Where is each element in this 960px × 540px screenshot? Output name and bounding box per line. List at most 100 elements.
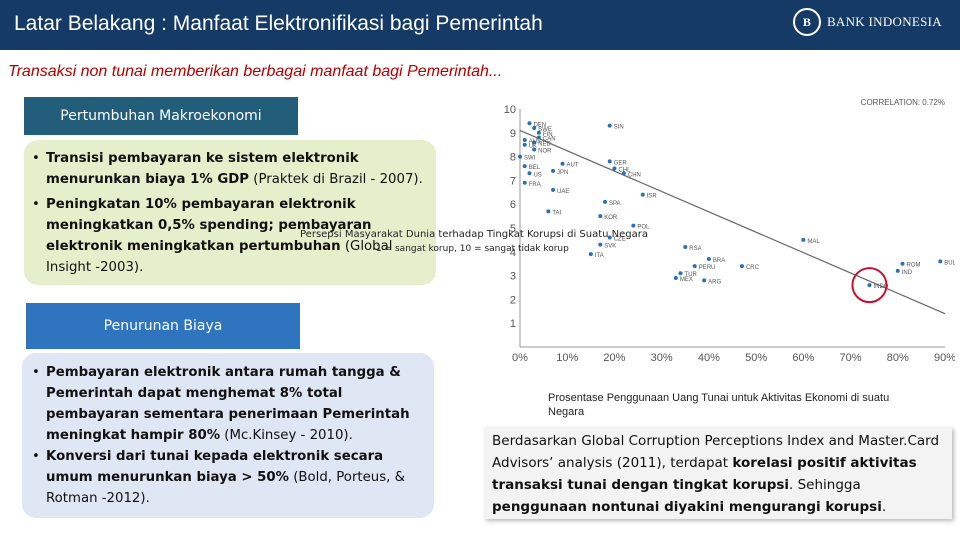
chart-point-label-svk: SVK bbox=[604, 244, 616, 250]
section-header-macro: Pertumbuhan Makroekonomi bbox=[24, 97, 298, 135]
conclusion-box: Berdasarkan Global Corruption Perception… bbox=[484, 427, 952, 519]
page-title: Latar Belakang : Manfaat Elektronifikasi… bbox=[14, 12, 543, 35]
chart-point-label-aus: AUS bbox=[529, 139, 541, 145]
chart-point-pol bbox=[631, 223, 636, 228]
chart-point-label-uae: UAE bbox=[557, 189, 569, 195]
chart-point-rom bbox=[900, 261, 905, 266]
chart-x-tick-1: 10% bbox=[556, 352, 578, 364]
chart-point-tai bbox=[546, 209, 551, 214]
chart-point-kor bbox=[598, 214, 603, 219]
chart-point-label-spa: SPA bbox=[609, 201, 621, 207]
chart-point-bel bbox=[522, 164, 527, 169]
chart-point-label-aut: AUT bbox=[567, 163, 579, 169]
chart-highlight-circle bbox=[851, 267, 888, 304]
chart-x-axis-caption: Prosentase Penggunaan Uang Tunai untuk A… bbox=[548, 392, 890, 418]
chart-point-bul bbox=[938, 259, 943, 264]
chart-point-chn bbox=[621, 171, 626, 176]
chart-point-nor bbox=[532, 147, 537, 152]
chart-point-label-bul: BUL bbox=[944, 260, 955, 266]
chart-x-tick-6: 60% bbox=[792, 352, 814, 364]
chart-x-tick-2: 20% bbox=[603, 352, 625, 364]
chart-y-tick-7: 7 bbox=[510, 175, 516, 187]
chart-point-aus bbox=[522, 137, 527, 142]
chart-point-ind bbox=[895, 268, 900, 273]
chart-point-mal bbox=[801, 237, 806, 242]
macro-bullet-2: Peningkatan 10% pembayaran elektronik me… bbox=[28, 194, 426, 278]
chart-point-svk bbox=[598, 242, 603, 247]
chart-point-label-us: US bbox=[533, 172, 541, 178]
chart-point-indo bbox=[867, 283, 872, 288]
macro-panel: Transisi pembayaran ke sistem elektronik… bbox=[24, 140, 436, 285]
chart-point-rsa bbox=[683, 245, 688, 250]
chart-point-uk bbox=[522, 142, 527, 147]
chart-x-tick-4: 40% bbox=[698, 352, 720, 364]
cost-panel: Pembayaran elektronik antara rumah tangg… bbox=[22, 353, 434, 518]
chart-point-label-fra: FRA bbox=[529, 182, 541, 188]
chart-point-label-jpn: JPN bbox=[557, 170, 568, 176]
chart-y-tick-4: 4 bbox=[510, 247, 516, 259]
chart-point-sin bbox=[607, 123, 612, 128]
chart-point-label-ind: IND bbox=[902, 270, 913, 276]
chart-point-label-chl: CHL bbox=[618, 168, 631, 174]
chart-point-cze bbox=[607, 235, 612, 240]
chart-point-fin bbox=[536, 130, 541, 135]
chart-y-tick-10: 10 bbox=[504, 104, 516, 116]
cost-bullet-1: Pembayaran elektronik antara rumah tangg… bbox=[28, 362, 424, 446]
chart-y-tick-1: 1 bbox=[510, 318, 516, 330]
chart-point-swe bbox=[532, 126, 537, 131]
chart-point-label-tai: TAI bbox=[552, 210, 561, 216]
chart-point-label-isr: ISR bbox=[647, 194, 658, 200]
chart-point-peru bbox=[692, 264, 697, 269]
macro-bullet-1: Transisi pembayaran ke sistem elektronik… bbox=[28, 148, 426, 190]
section-header-cost: Penurunan Biaya bbox=[26, 303, 300, 349]
chart-point-crc bbox=[739, 264, 744, 269]
header-bar: Latar Belakang : Manfaat Elektronifikasi… bbox=[0, 0, 960, 50]
chart-point-chl bbox=[612, 166, 617, 171]
chart-point-aut bbox=[560, 161, 565, 166]
chart-x-tick-0: 0% bbox=[512, 352, 528, 364]
chart-point-uae bbox=[551, 187, 556, 192]
bank-logo-icon: B bbox=[792, 8, 821, 36]
chart-point-label-nor: NOR bbox=[538, 148, 552, 154]
chart-point-isr bbox=[640, 192, 645, 197]
chart-point-label-rom: ROM bbox=[907, 263, 921, 269]
chart-x-tick-7: 70% bbox=[840, 352, 862, 364]
chart-point-label-can: CAN bbox=[543, 137, 556, 143]
chart-point-label-pol: POL bbox=[637, 225, 650, 231]
chart-correlation-label: CORRELATION: 0.72% bbox=[861, 98, 945, 107]
chart-x-tick-5: 50% bbox=[745, 352, 767, 364]
chart-x-tick-8: 80% bbox=[887, 352, 909, 364]
chart-point-can bbox=[536, 135, 541, 140]
chart-point-label-ger: GER bbox=[614, 160, 628, 166]
chart-point-label-sin: SIN bbox=[614, 125, 624, 131]
chart-y-tick-9: 9 bbox=[510, 128, 516, 140]
chart-point-label-peru: PERU bbox=[699, 265, 716, 271]
chart-point-label-kor: KOR bbox=[604, 215, 618, 221]
chart-point-label-rsa: RSA bbox=[689, 246, 701, 252]
cost-bullet-2: Konversi dari tunai kepada elektronik se… bbox=[28, 446, 424, 509]
chart-point-label-bel: BEL bbox=[529, 165, 541, 171]
chart-point-label-chn: CHN bbox=[628, 172, 641, 178]
chart-point-ned bbox=[532, 140, 537, 145]
chart-point-label-swi: SWI bbox=[524, 156, 536, 162]
chart-point-label-tur: TUR bbox=[685, 272, 698, 278]
bank-indonesia-logo: B BANK INDONESIA bbox=[792, 8, 942, 36]
bank-logo-text: BANK INDONESIA bbox=[826, 14, 942, 29]
chart-point-bra bbox=[706, 256, 711, 261]
chart-point-label-den: DEN bbox=[533, 122, 546, 128]
chart-point-swi bbox=[518, 154, 522, 159]
chart-point-label-uk: UK bbox=[529, 144, 537, 150]
chart-point-us bbox=[527, 171, 532, 176]
chart-point-label-swe: SWE bbox=[538, 127, 552, 133]
chart-point-label-cze: CZE bbox=[614, 237, 626, 243]
slide-subtitle: Transaksi non tunai memberikan berbagai … bbox=[8, 63, 503, 80]
chart-trend-line bbox=[519, 129, 946, 315]
chart-point-fra bbox=[522, 180, 527, 185]
chart-point-den bbox=[527, 121, 532, 126]
chart-point-ita bbox=[588, 252, 593, 257]
chart-point-label-bra: BRA bbox=[713, 258, 725, 264]
chart-point-label-crc: CRC bbox=[746, 265, 760, 271]
chart-x-tick-9: 90% bbox=[934, 352, 955, 364]
chart-point-ger bbox=[607, 159, 612, 164]
chart-point-label-mex: MEX bbox=[680, 277, 693, 283]
